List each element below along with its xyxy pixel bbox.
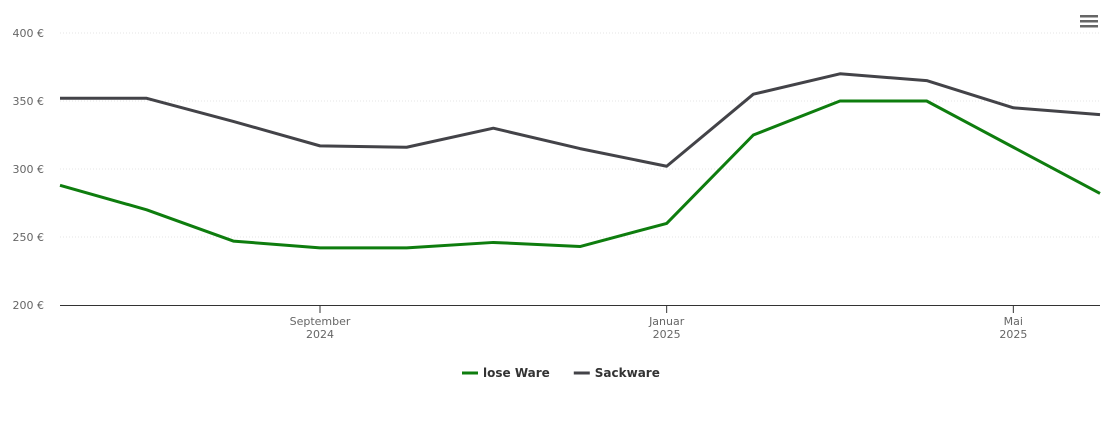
x-tick-label: Januar 2025: [648, 315, 685, 341]
x-tick-label: September 2024: [290, 315, 351, 341]
legend: lose Ware Sackware: [462, 366, 660, 380]
y-tick-label: 200 €: [13, 299, 45, 312]
y-tick-label: 300 €: [13, 163, 45, 176]
legend-label: Sackware: [595, 366, 660, 380]
y-tick-label: 250 €: [13, 231, 45, 244]
y-tick-label: 350 €: [13, 95, 45, 108]
y-tick-label: 400 €: [13, 27, 45, 40]
menu-button[interactable]: [1080, 15, 1098, 28]
series-line: [59, 99, 1101, 250]
series-line: [60, 72, 1101, 168]
x-tick-label: Mai 2025: [999, 315, 1027, 341]
menu-icon-bar: [1080, 15, 1098, 18]
legend-label: lose Ware: [483, 366, 550, 380]
menu-icon-bar: [1080, 20, 1098, 23]
menu-icon-bar: [1080, 25, 1098, 28]
